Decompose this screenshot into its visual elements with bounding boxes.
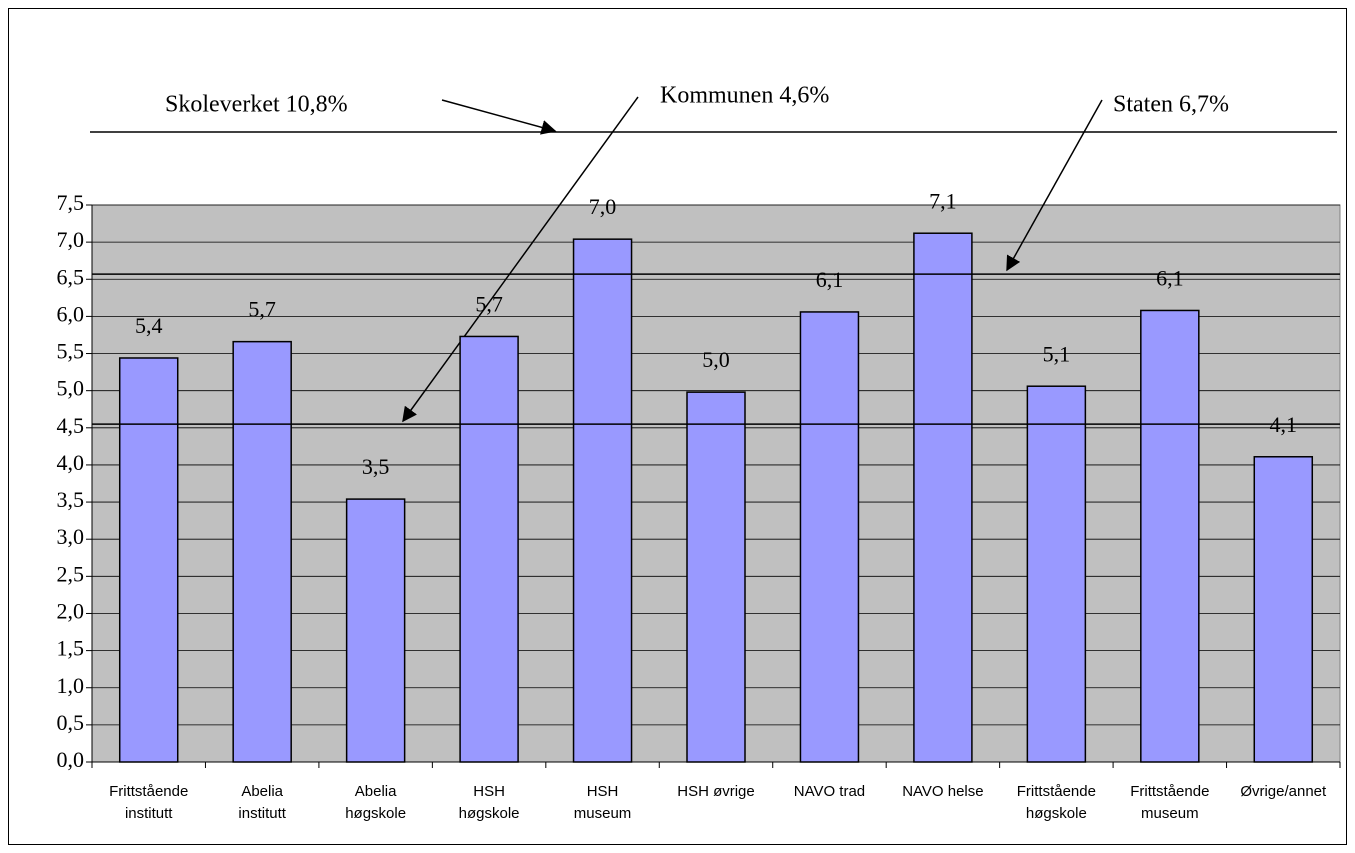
- bar: [459, 335, 519, 763]
- bar: [232, 340, 292, 763]
- bar: [913, 232, 973, 763]
- bar: [118, 357, 179, 763]
- x-tick-label: HSH museum: [574, 783, 632, 822]
- bar: [345, 498, 406, 763]
- y-tick-label: 2,5: [57, 561, 85, 586]
- y-tick-label: 3,5: [57, 487, 85, 512]
- value-label: 6,1: [1156, 266, 1184, 291]
- value-label: 7,0: [589, 194, 617, 219]
- annotation: Staten 6,7%: [1113, 92, 1229, 118]
- x-tick-label: HSH høgskole: [459, 783, 520, 822]
- y-tick-label: 0,5: [57, 710, 85, 735]
- bar: [1140, 309, 1200, 763]
- x-tick-label: Frittstående museum: [1130, 783, 1209, 822]
- x-tick-label: NAVO helse: [902, 783, 983, 800]
- y-tick-label: 1,5: [57, 636, 85, 661]
- y-tick-label: 7,5: [57, 190, 85, 215]
- y-tick-label: 7,0: [57, 227, 85, 252]
- value-label: 6,1: [816, 267, 844, 292]
- arrow: [402, 96, 639, 423]
- x-tick-label: Frittstående institutt: [109, 783, 188, 822]
- y-tick-label: 5,5: [57, 339, 85, 364]
- x-tick-label: Abelia høgskole: [345, 783, 406, 822]
- y-tick-label: 3,0: [57, 524, 85, 549]
- bar: [1026, 385, 1087, 763]
- annotation: Skoleverket 10,8%: [165, 92, 348, 118]
- bar: [686, 391, 746, 763]
- bar: [799, 311, 860, 763]
- value-label: 5,4: [135, 313, 163, 338]
- arrow: [441, 99, 557, 135]
- value-label: 5,1: [1043, 341, 1071, 366]
- x-tick-label: NAVO trad: [794, 783, 865, 800]
- bar: [572, 238, 633, 763]
- value-label: 5,7: [248, 297, 276, 322]
- x-tick-label: HSH øvrige: [677, 783, 755, 800]
- x-tick-label: Øvrige/annet: [1240, 783, 1327, 800]
- x-tick-label: Abelia institutt: [238, 783, 286, 822]
- y-tick-label: 1,0: [57, 673, 85, 698]
- arrow: [1006, 99, 1103, 272]
- y-tick-label: 2,0: [57, 599, 85, 624]
- value-label: 7,1: [929, 188, 957, 213]
- bar: [1253, 456, 1314, 763]
- value-label: 5,0: [702, 347, 730, 372]
- value-label: 3,5: [362, 454, 390, 479]
- y-tick-label: 6,5: [57, 264, 85, 289]
- y-tick-label: 0,0: [57, 747, 85, 772]
- x-tick-label: Frittstående høgskole: [1017, 783, 1096, 822]
- y-tick-label: 5,0: [57, 376, 85, 401]
- y-tick-label: 4,5: [57, 413, 85, 438]
- value-label: 5,7: [475, 291, 503, 316]
- y-tick-label: 4,0: [57, 450, 85, 475]
- y-tick-label: 6,0: [57, 301, 85, 326]
- annotation: Kommunen 4,6%: [660, 83, 829, 109]
